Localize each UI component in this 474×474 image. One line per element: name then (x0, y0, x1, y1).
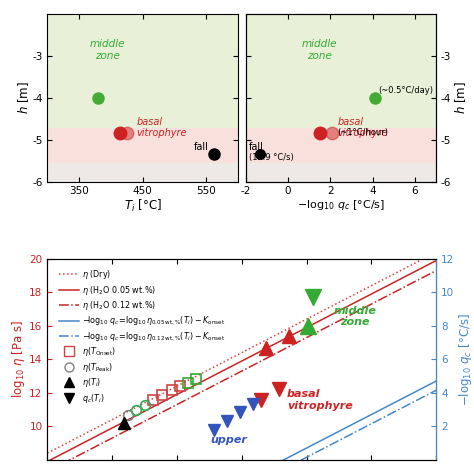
Text: middle
zone: middle zone (334, 306, 376, 328)
X-axis label: $T_i$ [°C]: $T_i$ [°C] (124, 198, 162, 214)
Text: basal
vitrophyre: basal vitrophyre (137, 117, 187, 138)
Y-axis label: $h$ [m]: $h$ [m] (453, 82, 468, 114)
Text: fall: fall (193, 142, 209, 152)
Bar (47, 163, 238, 182)
Text: upper: upper (210, 435, 247, 445)
Y-axis label: $h$ [m]: $h$ [m] (16, 82, 31, 114)
Text: (~0.5°C/day): (~0.5°C/day) (378, 86, 433, 95)
Text: fall: fall (249, 142, 264, 152)
Legend: $\eta$ (Dry), $\eta$ (H$_2$O 0.05 wt.%), $\eta$ (H$_2$O 0.12 wt.%), $-\!\log_{10: $\eta$ (Dry), $\eta$ (H$_2$O 0.05 wt.%),… (55, 265, 228, 408)
Text: middle
zone: middle zone (90, 39, 126, 61)
Bar (47, 128, 238, 163)
Y-axis label: $-\log_{10}\,q_c$ [°C/s]: $-\log_{10}\,q_c$ [°C/s] (457, 313, 474, 406)
X-axis label: $-\log_{10}\,q_c$ [°C/s]: $-\log_{10}\,q_c$ [°C/s] (297, 198, 385, 212)
Text: basal
vitrophyre: basal vitrophyre (337, 117, 388, 138)
Text: basal
vitrophyre: basal vitrophyre (287, 390, 353, 411)
Bar (246, 128, 436, 163)
Text: (~1°C/hour): (~1°C/hour) (337, 128, 389, 137)
Y-axis label: $\log_{10}\,\eta$ [Pa s]: $\log_{10}\,\eta$ [Pa s] (9, 320, 27, 399)
Bar (47, 14, 238, 128)
Text: (15.9 °C/s): (15.9 °C/s) (249, 153, 293, 162)
Bar (246, 163, 436, 182)
Bar (246, 14, 436, 128)
Text: middle
zone: middle zone (302, 39, 337, 61)
